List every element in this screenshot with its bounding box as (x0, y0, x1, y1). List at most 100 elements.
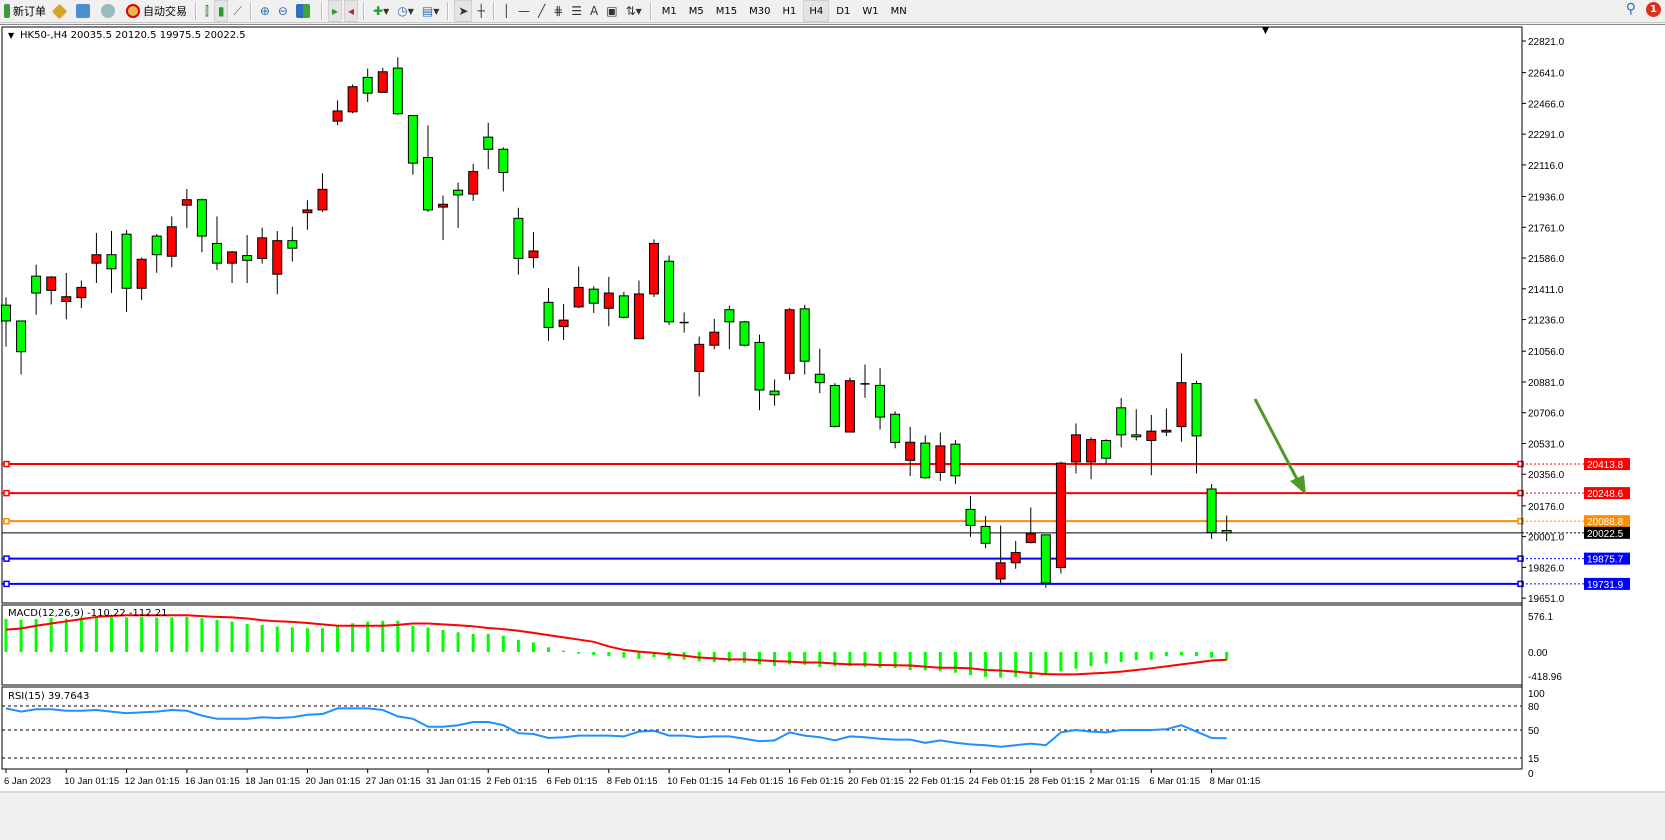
crosshair-button[interactable]: ┼ (474, 1, 487, 21)
history-center-button[interactable] (51, 1, 71, 21)
price-tick-label: 21411.0 (1528, 285, 1564, 296)
arrows-button[interactable]: ⇅ ▼ (623, 1, 645, 21)
period-button[interactable]: ◷ ▼ (394, 1, 417, 21)
candle-bullish (136, 258, 147, 289)
new-order-button[interactable]: 新订单 (1, 1, 49, 21)
trendline-icon: ╱ (537, 4, 546, 18)
text-label-button[interactable]: ▣ (603, 1, 620, 21)
template-button[interactable]: ▤ ▼ (419, 1, 443, 21)
search-icon[interactable]: ⚲ (1625, 1, 1636, 17)
text-button[interactable]: A (587, 1, 601, 21)
profile-icon (76, 4, 90, 18)
profile-button[interactable] (73, 1, 96, 21)
notification-badge[interactable]: 1 (1646, 1, 1661, 17)
macd-histogram-bar (1164, 652, 1168, 657)
date-tick-label: 27 Jan 01:15 (366, 776, 421, 787)
macd-tick-label: 576.1 (1528, 612, 1553, 623)
macd-histogram-bar (79, 617, 83, 652)
chevron-down-icon: ▼ (407, 6, 414, 16)
auto-trading-button[interactable]: 自动交易 (123, 1, 190, 21)
line-chart-button[interactable]: ⟋ (230, 1, 244, 21)
fibo-fan-icon: ☰ (571, 4, 582, 18)
date-tick-label: 12 Jan 01:15 (125, 776, 180, 787)
level-handle (3, 580, 10, 588)
fibo-fan-button[interactable]: ☰ (568, 1, 585, 21)
candle-bearish (407, 115, 418, 164)
date-tick-label: 18 Jan 01:15 (245, 776, 300, 787)
line-chart-icon: ⟋ (233, 3, 242, 18)
chevron-down-icon: ▼ (635, 6, 642, 16)
candlestick-button[interactable]: ▮ (213, 0, 229, 22)
macd-histogram-bar (1225, 652, 1229, 660)
zoom-in-button[interactable]: ⊕ (257, 1, 273, 21)
chevron-down-icon: ▼ (383, 6, 390, 16)
timeframe-mn[interactable]: MN (890, 5, 907, 17)
timeframe-d1[interactable]: D1 (836, 5, 851, 17)
candle-bullish (995, 562, 1006, 580)
candle-bearish (287, 240, 298, 249)
candle-bullish (935, 445, 946, 473)
price-tick-label: 22641.0 (1528, 69, 1565, 80)
date-tick-label: 6 Jan 2023 (4, 776, 51, 787)
new-indicator-button[interactable]: ✚ ▼ (370, 1, 392, 21)
date-tick-label: 6 Feb 01:15 (547, 776, 598, 787)
zoom-out-button[interactable]: ⊖ (275, 1, 291, 21)
timeframe-h4[interactable]: H4 (803, 0, 830, 22)
candle-bullish (302, 209, 313, 214)
macd-histogram-bar (200, 618, 204, 652)
bar-chart-button[interactable]: ⫿ (202, 1, 212, 21)
candle-bullish (317, 188, 328, 211)
candle-bearish (1221, 530, 1232, 534)
macd-histogram-bar (1089, 652, 1093, 667)
rsi-tick-label: 0 (1528, 769, 1534, 780)
candle-bullish (61, 296, 72, 302)
chart-canvas[interactable]: ▼ HK50-,H4 20035.5 20120.5 19975.5 20022.… (0, 25, 1665, 793)
chart-window[interactable]: ▼ HK50-,H4 20035.5 20120.5 19975.5 20022.… (0, 24, 1665, 793)
candle-bullish (1055, 462, 1066, 569)
annotation-arrow-line[interactable] (1253, 398, 1302, 486)
signal-button[interactable] (98, 1, 121, 21)
crosshair-icon: ┼ (477, 4, 485, 18)
macd-histogram-bar (471, 634, 475, 652)
candle-bullish (709, 331, 720, 346)
macd-histogram-bar (547, 647, 551, 652)
candle-bearish (1191, 383, 1202, 437)
macd-histogram-bar (290, 627, 294, 652)
cursor-button[interactable]: ➤ (454, 0, 473, 22)
chart-shift-marker-icon: ▼ (1262, 26, 1269, 36)
tile-windows-button[interactable] (293, 1, 316, 21)
timeframe-m30[interactable]: M30 (749, 5, 771, 17)
candle-bearish (211, 242, 222, 264)
chart-shift-button[interactable]: ▸ (327, 0, 343, 22)
candle-bullish (347, 86, 358, 113)
timeframe-m1[interactable]: M1 (661, 5, 677, 17)
toolbar-separator (492, 2, 495, 20)
candle-bullish (1086, 439, 1097, 463)
candle-bearish (875, 384, 886, 418)
timeframe-h1[interactable]: H1 (782, 5, 797, 17)
timeframe-w1[interactable]: W1 (862, 5, 879, 17)
macd-histogram-bar (1014, 652, 1018, 677)
bid-price-label: 20022.5 (1587, 529, 1624, 540)
date-tick-label: 6 Mar 01:15 (1149, 776, 1200, 787)
macd-histogram-bar (923, 652, 927, 671)
macd-histogram-bar (818, 652, 822, 667)
new-indicator-icon: ✚ (373, 4, 384, 18)
macd-histogram-bar (667, 652, 671, 659)
timeframe-m5[interactable]: M5 (688, 5, 704, 17)
trendline-button[interactable]: ╱ (535, 1, 548, 21)
macd-histogram-bar (577, 652, 581, 654)
candle-bearish (31, 275, 42, 294)
autoscroll-button[interactable]: ◂ (344, 0, 359, 22)
candle-bearish (1, 304, 11, 322)
level-price-badge (1584, 552, 1630, 565)
fibonacci-button[interactable]: ⋕ (550, 1, 566, 21)
macd-histogram-bar (878, 652, 882, 668)
toolbar-separator (649, 2, 652, 20)
horizontal-line-button[interactable]: — (515, 1, 533, 21)
timeframe-m15[interactable]: M15 (715, 5, 738, 17)
date-tick-label: 28 Feb 01:15 (1029, 776, 1085, 787)
vertical-line-button[interactable]: │ (500, 1, 513, 21)
candle-bullish (166, 226, 177, 257)
macd-histogram-bar (848, 652, 852, 667)
